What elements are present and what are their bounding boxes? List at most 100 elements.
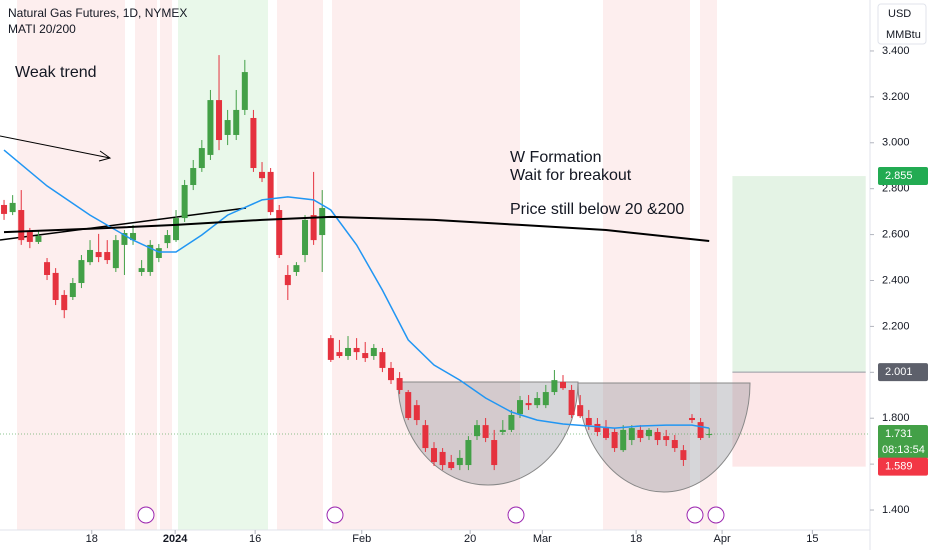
candle-body [491, 440, 498, 466]
moving-average [3, 149, 710, 429]
candle-body [654, 431, 661, 441]
candle-body [362, 353, 369, 359]
background-bands [17, 0, 717, 530]
indicator-label: MATI 20/200 [8, 22, 76, 36]
y-tick-label: 2.800 [882, 183, 910, 195]
x-tick-label: Feb [352, 533, 371, 545]
candle-body [78, 260, 85, 284]
candle-body [327, 338, 334, 360]
y-tick-label: 1.400 [882, 504, 910, 516]
annotation: Price still below 20 &200 [510, 201, 684, 218]
candle-body [439, 451, 446, 466]
annotation: W Formation [510, 149, 602, 166]
candle-body [173, 218, 180, 241]
candle-body [525, 403, 532, 406]
candle-body [534, 398, 541, 406]
band [277, 0, 323, 530]
unit-box[interactable] [877, 3, 927, 45]
arrow-line [0, 135, 111, 159]
x-tick-label: Apr [714, 533, 731, 545]
candle-body [147, 244, 154, 273]
candle-body [52, 272, 59, 301]
candle-body [585, 417, 592, 426]
candle-body [44, 262, 51, 275]
target-zone [732, 176, 866, 373]
candle-body [155, 248, 162, 258]
event-icon[interactable] [137, 506, 155, 524]
candle-body [216, 100, 223, 141]
candle-body [35, 235, 42, 242]
x-tick-label: 15 [806, 533, 818, 545]
candle-body [697, 422, 704, 438]
chart-title: Natural Gas Futures, 1D, NYMEX [8, 6, 187, 20]
stop-zone [732, 372, 866, 467]
entry-label: 2.001 [885, 366, 913, 378]
event-icon[interactable] [686, 506, 704, 524]
candle-body [474, 425, 481, 437]
y-tick-label: 3.400 [882, 45, 910, 57]
event-icon[interactable] [326, 506, 344, 524]
candle-body [345, 347, 352, 357]
target-label: 2.855 [885, 170, 913, 182]
candle-body [706, 434, 713, 436]
candle-body [241, 72, 248, 110]
candle-body [1, 204, 8, 214]
candle-body [26, 232, 33, 242]
candle-body [112, 240, 119, 269]
candle-body [551, 380, 558, 393]
candle-body [379, 352, 386, 368]
candle-body [302, 219, 309, 256]
band [17, 0, 125, 530]
candle-body [224, 120, 231, 135]
event-icon[interactable] [507, 506, 525, 524]
trend-line [0, 207, 247, 241]
candle-body [370, 347, 377, 357]
candle-body [87, 249, 94, 263]
candle-body [104, 252, 111, 261]
candle-body [9, 202, 16, 213]
band [178, 0, 268, 530]
candle-body [207, 100, 214, 155]
moving-average [3, 215, 710, 242]
unit: MMBtu [886, 29, 921, 41]
y-tick-label: 2.200 [882, 320, 910, 332]
candle-body [138, 268, 145, 273]
candle-body [465, 440, 472, 466]
candle-body [413, 405, 420, 421]
event-icon[interactable] [707, 506, 725, 524]
band [700, 0, 717, 530]
candle-body [671, 440, 678, 449]
x-tick-label: 16 [249, 533, 261, 545]
candle-body [18, 210, 25, 241]
candle-body [645, 429, 652, 437]
candle-body [181, 185, 188, 219]
y-tick-label: 1.800 [882, 412, 910, 424]
target-label-box [878, 167, 928, 186]
candle-body [388, 367, 395, 381]
countdown: 08:13:54 [882, 444, 925, 456]
x-tick-label: 18 [86, 533, 98, 545]
stop-label: 1.589 [885, 461, 913, 473]
candle-body [233, 109, 240, 135]
x-tick-label: 20 [464, 533, 476, 545]
y-tick-label: 2.600 [882, 228, 910, 240]
candle-body [61, 294, 68, 311]
plot [0, 55, 870, 471]
band [160, 0, 172, 530]
candle-body [164, 235, 171, 244]
candle-body [267, 171, 274, 213]
candle-body [319, 207, 326, 236]
position-tool [732, 176, 866, 467]
candle-body [336, 352, 343, 357]
candle-body [688, 417, 695, 421]
candle-body [602, 428, 609, 438]
x-tick-label: Mar [533, 533, 552, 545]
candle-body [259, 171, 266, 179]
band [135, 0, 157, 530]
candle-body [198, 148, 205, 169]
candle-body [130, 232, 137, 241]
candle-body [69, 283, 76, 298]
candle-body [448, 462, 455, 469]
annotation: Wait for breakout [510, 167, 632, 184]
